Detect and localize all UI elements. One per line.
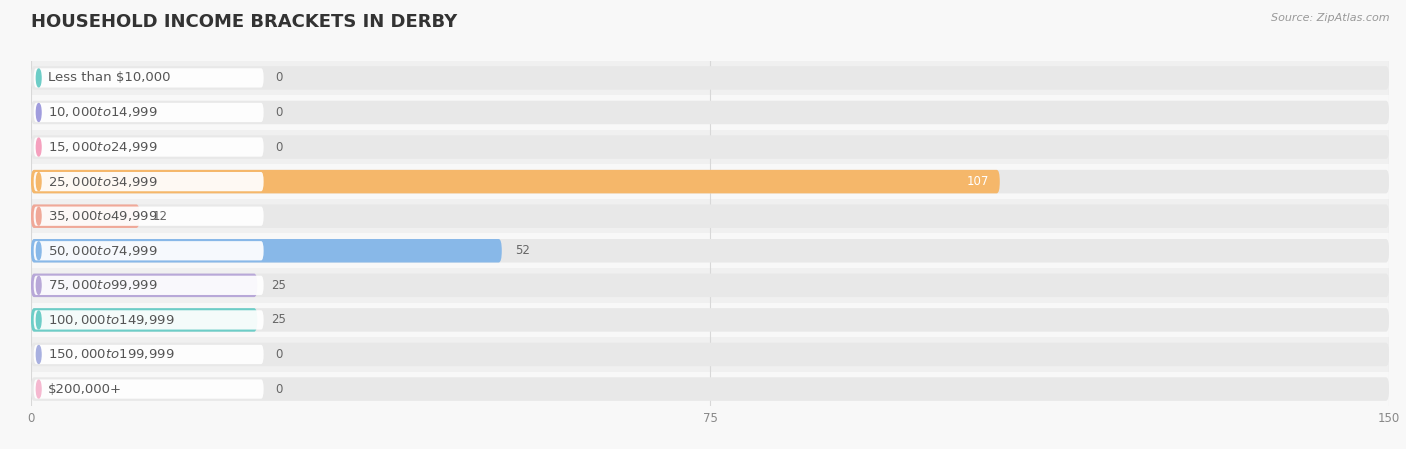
Text: $35,000 to $49,999: $35,000 to $49,999 xyxy=(48,209,157,223)
FancyBboxPatch shape xyxy=(34,345,264,364)
FancyBboxPatch shape xyxy=(31,170,1389,194)
FancyBboxPatch shape xyxy=(31,170,1000,194)
FancyBboxPatch shape xyxy=(31,308,257,332)
FancyBboxPatch shape xyxy=(34,310,264,330)
FancyBboxPatch shape xyxy=(31,135,1389,159)
Bar xyxy=(31,95,1389,130)
Text: $100,000 to $149,999: $100,000 to $149,999 xyxy=(48,313,174,327)
Bar xyxy=(31,199,1389,233)
FancyBboxPatch shape xyxy=(31,204,1389,228)
FancyBboxPatch shape xyxy=(34,172,264,191)
Bar xyxy=(31,164,1389,199)
Text: 52: 52 xyxy=(516,244,530,257)
Circle shape xyxy=(37,380,41,398)
Circle shape xyxy=(37,138,41,156)
Text: Source: ZipAtlas.com: Source: ZipAtlas.com xyxy=(1271,13,1389,23)
FancyBboxPatch shape xyxy=(31,308,1389,332)
Circle shape xyxy=(37,311,41,329)
Text: $50,000 to $74,999: $50,000 to $74,999 xyxy=(48,244,157,258)
Text: 25: 25 xyxy=(271,313,285,326)
Text: 25: 25 xyxy=(271,279,285,292)
Bar xyxy=(31,372,1389,406)
Circle shape xyxy=(37,104,41,121)
Bar xyxy=(31,303,1389,337)
Circle shape xyxy=(37,242,41,260)
FancyBboxPatch shape xyxy=(31,273,1389,297)
Text: 107: 107 xyxy=(966,175,988,188)
Text: $75,000 to $99,999: $75,000 to $99,999 xyxy=(48,278,157,292)
Text: 0: 0 xyxy=(276,141,283,154)
Text: 0: 0 xyxy=(276,71,283,84)
FancyBboxPatch shape xyxy=(34,379,264,399)
Text: $200,000+: $200,000+ xyxy=(48,383,122,396)
Text: Less than $10,000: Less than $10,000 xyxy=(48,71,170,84)
FancyBboxPatch shape xyxy=(31,101,1389,124)
FancyBboxPatch shape xyxy=(31,66,1389,90)
Text: 0: 0 xyxy=(276,383,283,396)
Text: 0: 0 xyxy=(276,106,283,119)
Bar xyxy=(31,268,1389,303)
Text: HOUSEHOLD INCOME BRACKETS IN DERBY: HOUSEHOLD INCOME BRACKETS IN DERBY xyxy=(31,13,457,31)
FancyBboxPatch shape xyxy=(31,204,139,228)
FancyBboxPatch shape xyxy=(34,276,264,295)
Text: 12: 12 xyxy=(153,210,169,223)
Text: $10,000 to $14,999: $10,000 to $14,999 xyxy=(48,106,157,119)
Bar xyxy=(31,337,1389,372)
FancyBboxPatch shape xyxy=(31,343,1389,366)
Bar xyxy=(31,61,1389,95)
Text: $15,000 to $24,999: $15,000 to $24,999 xyxy=(48,140,157,154)
FancyBboxPatch shape xyxy=(31,377,1389,401)
FancyBboxPatch shape xyxy=(31,273,257,297)
Circle shape xyxy=(37,277,41,294)
Text: 0: 0 xyxy=(276,348,283,361)
FancyBboxPatch shape xyxy=(34,241,264,260)
Circle shape xyxy=(37,69,41,87)
Bar xyxy=(31,233,1389,268)
FancyBboxPatch shape xyxy=(34,207,264,226)
FancyBboxPatch shape xyxy=(34,103,264,122)
Text: $25,000 to $34,999: $25,000 to $34,999 xyxy=(48,175,157,189)
Bar xyxy=(31,130,1389,164)
FancyBboxPatch shape xyxy=(34,68,264,88)
FancyBboxPatch shape xyxy=(31,239,502,263)
Circle shape xyxy=(37,346,41,363)
FancyBboxPatch shape xyxy=(31,239,1389,263)
FancyBboxPatch shape xyxy=(34,137,264,157)
Circle shape xyxy=(37,207,41,225)
Circle shape xyxy=(37,173,41,190)
Text: $150,000 to $199,999: $150,000 to $199,999 xyxy=(48,348,174,361)
